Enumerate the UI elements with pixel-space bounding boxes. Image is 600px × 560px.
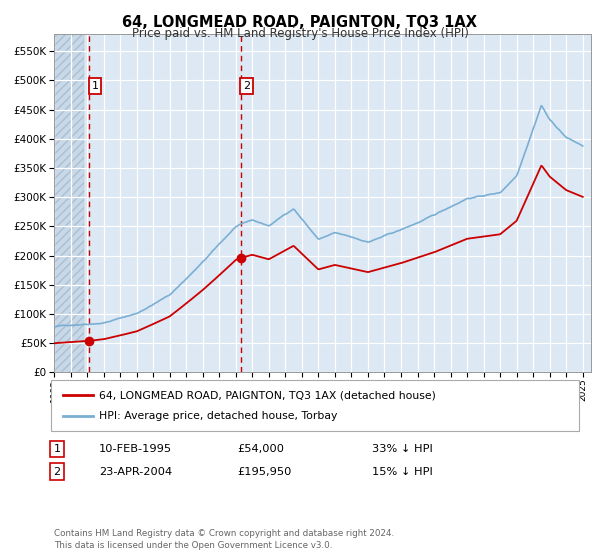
Text: 2: 2: [243, 81, 250, 91]
Text: HPI: Average price, detached house, Torbay: HPI: Average price, detached house, Torb…: [99, 412, 337, 422]
Text: 2: 2: [53, 466, 61, 477]
Text: Contains HM Land Registry data © Crown copyright and database right 2024.
This d: Contains HM Land Registry data © Crown c…: [54, 529, 394, 550]
Bar: [54, 34, 84, 372]
Text: 64, LONGMEAD ROAD, PAIGNTON, TQ3 1AX (detached house): 64, LONGMEAD ROAD, PAIGNTON, TQ3 1AX (de…: [99, 390, 436, 400]
Text: 33% ↓ HPI: 33% ↓ HPI: [372, 444, 433, 454]
Text: 10-FEB-1995: 10-FEB-1995: [99, 444, 172, 454]
Text: £195,950: £195,950: [237, 466, 292, 477]
Text: 1: 1: [92, 81, 98, 91]
Text: 1: 1: [53, 444, 61, 454]
Text: 15% ↓ HPI: 15% ↓ HPI: [372, 466, 433, 477]
Text: £54,000: £54,000: [237, 444, 284, 454]
Text: Price paid vs. HM Land Registry's House Price Index (HPI): Price paid vs. HM Land Registry's House …: [131, 27, 469, 40]
Text: 64, LONGMEAD ROAD, PAIGNTON, TQ3 1AX: 64, LONGMEAD ROAD, PAIGNTON, TQ3 1AX: [122, 15, 478, 30]
Text: 23-APR-2004: 23-APR-2004: [99, 466, 172, 477]
